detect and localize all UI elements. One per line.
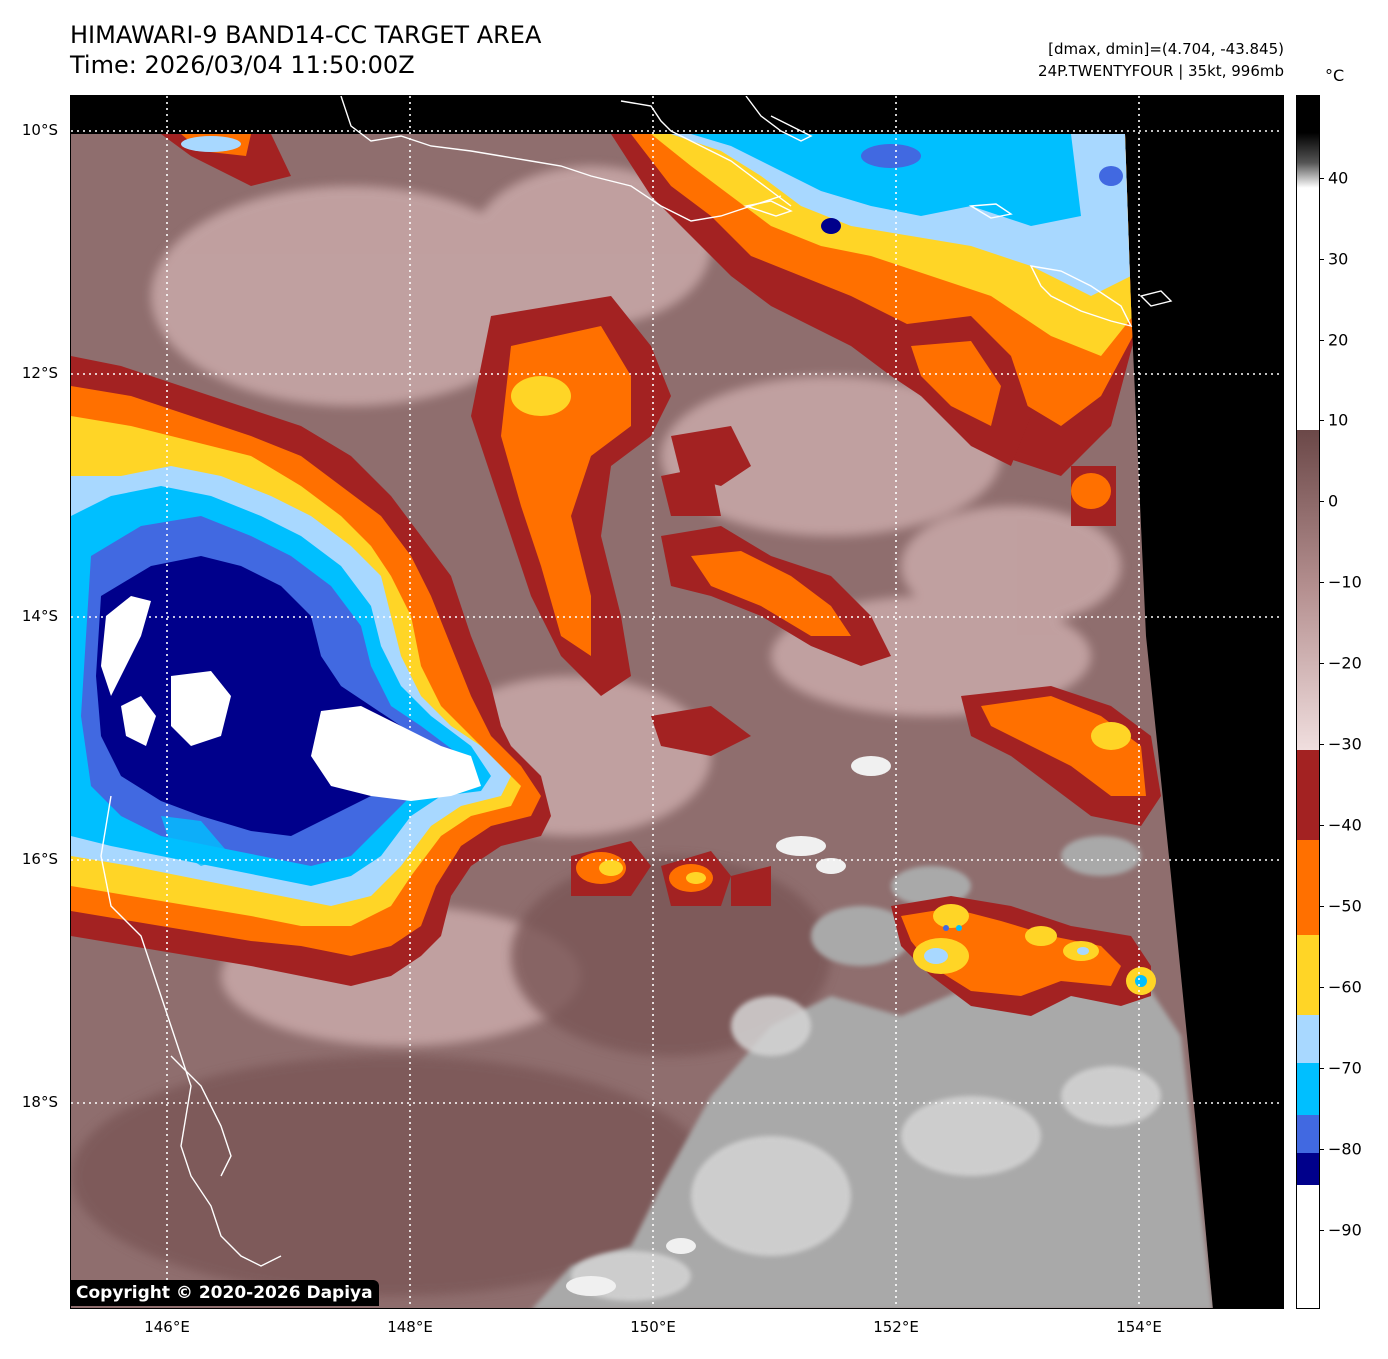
satellite-map[interactable]: [70, 95, 1284, 1309]
lon-label-146e: 146°E: [144, 1318, 190, 1336]
colorbar-tick-minus-50: −50: [1328, 896, 1362, 916]
central-convection: [471, 296, 1161, 906]
colorbar-tickmark: [1320, 825, 1324, 826]
title-line-1: HIMAWARI-9 BAND14-CC TARGET AREA: [70, 21, 542, 49]
colorbar-tickmark: [1320, 259, 1324, 260]
colorbar-tick-minus-70: −70: [1328, 1058, 1362, 1078]
storm-text: 24P.TWENTYFOUR | 35kt, 996mb: [1038, 62, 1284, 80]
colorbar-tick-minus-90: −90: [1328, 1220, 1362, 1240]
storm-info: [dmax, dmin]=(4.704, -43.845) 24P.TWENTY…: [1038, 38, 1284, 82]
colorbar-tick-0: 0: [1328, 491, 1339, 511]
imagery-swath: [71, 134, 1213, 1308]
temperature-colorbar: [1296, 95, 1320, 1309]
colorbar-tick-20: 20: [1328, 330, 1349, 350]
low-cloud-specks: [566, 756, 891, 1296]
lon-label-152e: 152°E: [873, 1318, 919, 1336]
lon-label-150e: 150°E: [630, 1318, 676, 1336]
colorbar-tick-minus-80: −80: [1328, 1139, 1362, 1159]
figure-title: HIMAWARI-9 BAND14-CC TARGET AREA Time: 2…: [70, 20, 541, 80]
lat-label-14s: 14°S: [21, 607, 58, 625]
lon-label-154e: 154°E: [1116, 1318, 1162, 1336]
colorbar-tick-minus-30: −30: [1328, 734, 1362, 754]
copyright-badge: Copyright © 2020-2026 Dapiya: [70, 1280, 379, 1306]
southeast-convection-cluster: [891, 896, 1156, 1016]
colorbar-tick-minus-40: −40: [1328, 815, 1362, 835]
stats-text: [dmax, dmin]=(4.704, -43.845): [1048, 40, 1284, 58]
colorbar-tickmark: [1320, 1068, 1324, 1069]
colorbar-tickmark: [1320, 178, 1324, 179]
colorbar-tickmark: [1320, 744, 1324, 745]
western-cold-cloud-shield: [71, 356, 551, 986]
lat-label-16s: 16°S: [21, 850, 58, 868]
lon-label-148e: 148°E: [387, 1318, 433, 1336]
lat-label-18s: 18°S: [21, 1093, 58, 1111]
colorbar-tickmark: [1320, 501, 1324, 502]
colorbar-tickmark: [1320, 987, 1324, 988]
colorbar-tick-minus-10: −10: [1328, 572, 1362, 592]
coastlines: [100, 96, 1173, 1267]
colorbar-tickmark: [1320, 1230, 1324, 1231]
colorbar-tick-minus-60: −60: [1328, 977, 1362, 997]
lat-label-10s: 10°S: [21, 121, 58, 139]
colorbar-tick-40: 40: [1328, 168, 1349, 188]
colorbar-tickmark: [1320, 420, 1324, 421]
title-line-2: Time: 2026/03/04 11:50:00Z: [70, 51, 415, 79]
colorbar-tickmark: [1320, 663, 1324, 664]
colorbar-gradient: [1297, 96, 1319, 1308]
colorbar-tick-minus-20: −20: [1328, 653, 1362, 673]
colorbar-tickmark: [1320, 582, 1324, 583]
colorbar-tickmark: [1320, 340, 1324, 341]
graticule: [71, 96, 1283, 1308]
colorbar-tickmark: [1320, 1149, 1324, 1150]
colorbar-unit: °C: [1325, 66, 1345, 85]
colorbar-tick-10: 10: [1328, 410, 1349, 430]
lat-label-12s: 12°S: [21, 364, 58, 382]
colorbar-tick-30: 30: [1328, 249, 1349, 269]
colorbar-tickmark: [1320, 906, 1324, 907]
satellite-imagery: [71, 96, 1283, 1308]
